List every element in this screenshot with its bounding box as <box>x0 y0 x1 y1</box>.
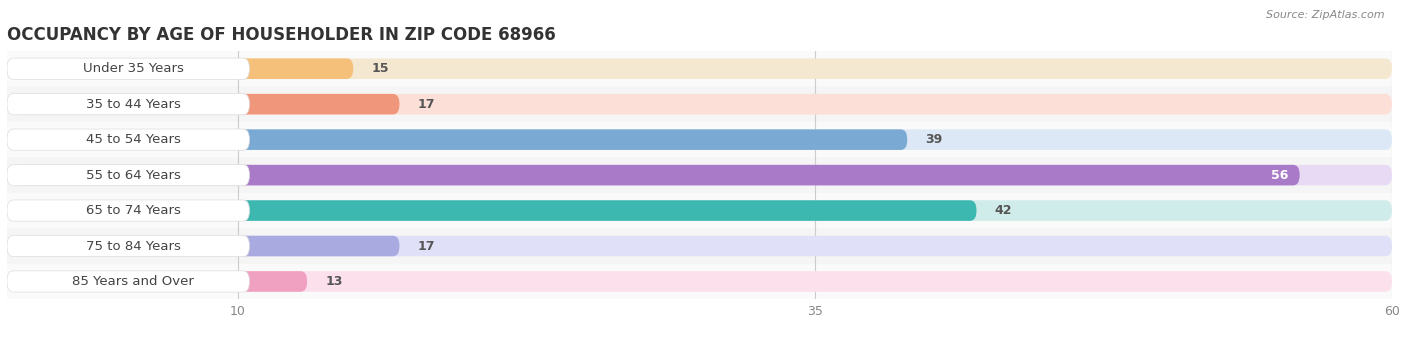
FancyBboxPatch shape <box>14 58 1392 79</box>
FancyBboxPatch shape <box>7 122 1392 157</box>
FancyBboxPatch shape <box>14 165 1392 185</box>
FancyBboxPatch shape <box>14 236 1392 256</box>
FancyBboxPatch shape <box>14 58 353 79</box>
Text: 42: 42 <box>995 204 1012 217</box>
FancyBboxPatch shape <box>7 271 249 292</box>
FancyBboxPatch shape <box>14 129 907 150</box>
Text: 55 to 64 Years: 55 to 64 Years <box>86 169 180 182</box>
FancyBboxPatch shape <box>7 58 249 79</box>
FancyBboxPatch shape <box>14 271 1392 292</box>
FancyBboxPatch shape <box>14 94 399 115</box>
Text: 15: 15 <box>371 62 389 75</box>
Text: 17: 17 <box>418 239 436 253</box>
FancyBboxPatch shape <box>7 264 1392 299</box>
Text: 17: 17 <box>418 98 436 111</box>
FancyBboxPatch shape <box>7 200 249 221</box>
FancyBboxPatch shape <box>14 200 1392 221</box>
Text: Under 35 Years: Under 35 Years <box>83 62 184 75</box>
FancyBboxPatch shape <box>7 235 249 257</box>
Text: Source: ZipAtlas.com: Source: ZipAtlas.com <box>1267 10 1385 20</box>
Text: 13: 13 <box>326 275 343 288</box>
Text: 56: 56 <box>1271 169 1288 182</box>
FancyBboxPatch shape <box>14 200 977 221</box>
FancyBboxPatch shape <box>7 51 1392 86</box>
FancyBboxPatch shape <box>14 271 307 292</box>
Text: 65 to 74 Years: 65 to 74 Years <box>86 204 180 217</box>
FancyBboxPatch shape <box>7 94 249 115</box>
Text: 35 to 44 Years: 35 to 44 Years <box>86 98 180 111</box>
FancyBboxPatch shape <box>7 129 249 150</box>
Text: 39: 39 <box>925 133 943 146</box>
FancyBboxPatch shape <box>7 165 249 186</box>
FancyBboxPatch shape <box>14 165 1299 185</box>
FancyBboxPatch shape <box>7 228 1392 264</box>
FancyBboxPatch shape <box>14 94 1392 115</box>
Text: 75 to 84 Years: 75 to 84 Years <box>86 239 180 253</box>
FancyBboxPatch shape <box>7 86 1392 122</box>
Text: OCCUPANCY BY AGE OF HOUSEHOLDER IN ZIP CODE 68966: OCCUPANCY BY AGE OF HOUSEHOLDER IN ZIP C… <box>7 26 555 44</box>
FancyBboxPatch shape <box>7 193 1392 228</box>
Text: 45 to 54 Years: 45 to 54 Years <box>86 133 180 146</box>
FancyBboxPatch shape <box>14 129 1392 150</box>
FancyBboxPatch shape <box>14 236 399 256</box>
Text: 85 Years and Over: 85 Years and Over <box>72 275 194 288</box>
FancyBboxPatch shape <box>7 157 1392 193</box>
